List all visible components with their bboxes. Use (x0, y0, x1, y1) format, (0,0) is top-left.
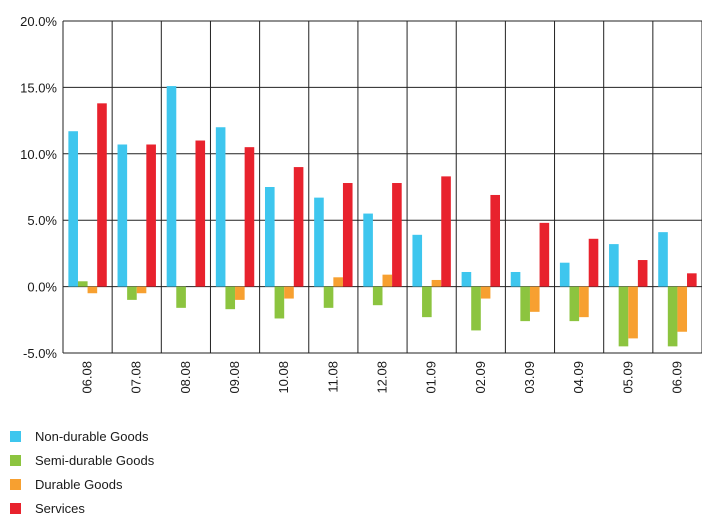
y-tick-label: 0.0% (27, 280, 57, 295)
bar-durable-goods (579, 286, 589, 318)
x-category-label: 10.08 (276, 361, 291, 394)
legend-swatch-semi-durable-goods (10, 454, 21, 466)
bar-non-durable-goods (215, 127, 226, 287)
legend-label: Non-durable Goods (35, 428, 149, 444)
bar-durable-goods (87, 286, 98, 294)
bar-semi-durable-goods (274, 286, 285, 319)
legend-item-durable-goods: Durable Goods (10, 472, 154, 496)
x-category-label: 11.08 (325, 361, 340, 393)
legend-item-services: Services (10, 496, 154, 520)
bar-durable-goods (529, 286, 540, 312)
x-category-label: 09.08 (227, 361, 242, 394)
bar-durable-goods (628, 286, 638, 339)
bar-semi-durable-goods (323, 286, 334, 308)
x-category-label: 07.08 (129, 361, 144, 394)
bar-services (97, 103, 107, 287)
bar-non-durable-goods (559, 262, 570, 287)
bar-services (392, 183, 402, 287)
bars (68, 86, 697, 347)
bar-services (195, 140, 206, 287)
bar-services (146, 144, 156, 287)
bar-non-durable-goods (264, 187, 275, 287)
bar-semi-durable-goods (618, 286, 629, 347)
bar-non-durable-goods (609, 244, 619, 287)
bar-durable-goods (235, 286, 245, 300)
legend-label: Services (35, 500, 85, 516)
bar-services (441, 176, 451, 287)
x-category-label: 05.09 (620, 361, 635, 394)
bar-non-durable-goods (363, 213, 373, 287)
y-tick-label: -5.0% (23, 346, 57, 361)
y-tick-label: 20.0% (20, 14, 57, 29)
bar-semi-durable-goods (422, 286, 432, 318)
x-category-label: 06.08 (80, 361, 95, 394)
y-tick-label: 5.0% (27, 213, 57, 228)
legend: Non-durable Goods Semi-durable Goods Dur… (10, 424, 154, 520)
bar-non-durable-goods (510, 271, 521, 287)
x-category-label: 04.09 (571, 361, 586, 394)
bar-non-durable-goods (314, 197, 324, 287)
y-tick-label: 15.0% (20, 80, 57, 95)
bar-services (539, 222, 550, 287)
x-category-label: 08.08 (178, 361, 193, 394)
bar-semi-durable-goods (667, 286, 678, 347)
bar-services (293, 167, 304, 287)
bar-semi-durable-goods (372, 286, 383, 306)
bar-semi-durable-goods (176, 286, 186, 308)
bar-non-durable-goods (117, 144, 128, 287)
bar-non-durable-goods (68, 131, 78, 287)
bar-semi-durable-goods (520, 286, 530, 322)
bar-semi-durable-goods (569, 286, 580, 322)
bar-durable-goods (431, 279, 442, 287)
bar-durable-goods (480, 286, 491, 299)
x-category-label: 12.08 (375, 361, 390, 394)
bar-non-durable-goods (461, 271, 472, 287)
legend-label: Semi-durable Goods (35, 452, 155, 468)
legend-swatch-durable-goods (10, 478, 21, 490)
legend-swatch-non-durable-goods (10, 430, 21, 442)
bar-services (637, 260, 648, 287)
bar-services (244, 147, 255, 287)
x-category-label: 06.09 (669, 361, 684, 394)
bar-non-durable-goods (658, 232, 668, 287)
bar-durable-goods (284, 286, 294, 299)
bar-services (588, 238, 599, 287)
bar-semi-durable-goods (225, 286, 236, 310)
y-tick-label: 10.0% (20, 147, 57, 162)
bar-semi-durable-goods (471, 286, 481, 331)
y-axis-tick-labels: 20.0% 15.0% 10.0% 5.0% 0.0% -5.0% (20, 14, 57, 361)
bar-durable-goods (677, 286, 688, 332)
bar-non-durable-goods (166, 86, 177, 287)
x-category-label: 01.09 (424, 361, 439, 394)
legend-item-semi-durable-goods: Semi-durable Goods (10, 448, 154, 472)
bar-semi-durable-goods (77, 281, 88, 287)
bar-durable-goods (136, 286, 147, 294)
bar-durable-goods (382, 274, 393, 287)
bar-semi-durable-goods (127, 286, 137, 300)
bar-durable-goods (333, 277, 343, 287)
x-category-label: 02.09 (473, 361, 488, 394)
legend-swatch-services (10, 502, 21, 514)
bar-services (687, 273, 697, 287)
x-axis-category-labels: 06.08 07.08 08.08 09.08 10.08 11.08 12.08 01.09… (80, 361, 685, 394)
x-category-label: 03.09 (522, 361, 537, 394)
bar-non-durable-goods (412, 234, 423, 287)
legend-label: Durable Goods (35, 476, 123, 492)
bar-services (490, 194, 501, 287)
bar-services (342, 183, 353, 287)
legend-item-non-durable-goods: Non-durable Goods (10, 424, 154, 448)
